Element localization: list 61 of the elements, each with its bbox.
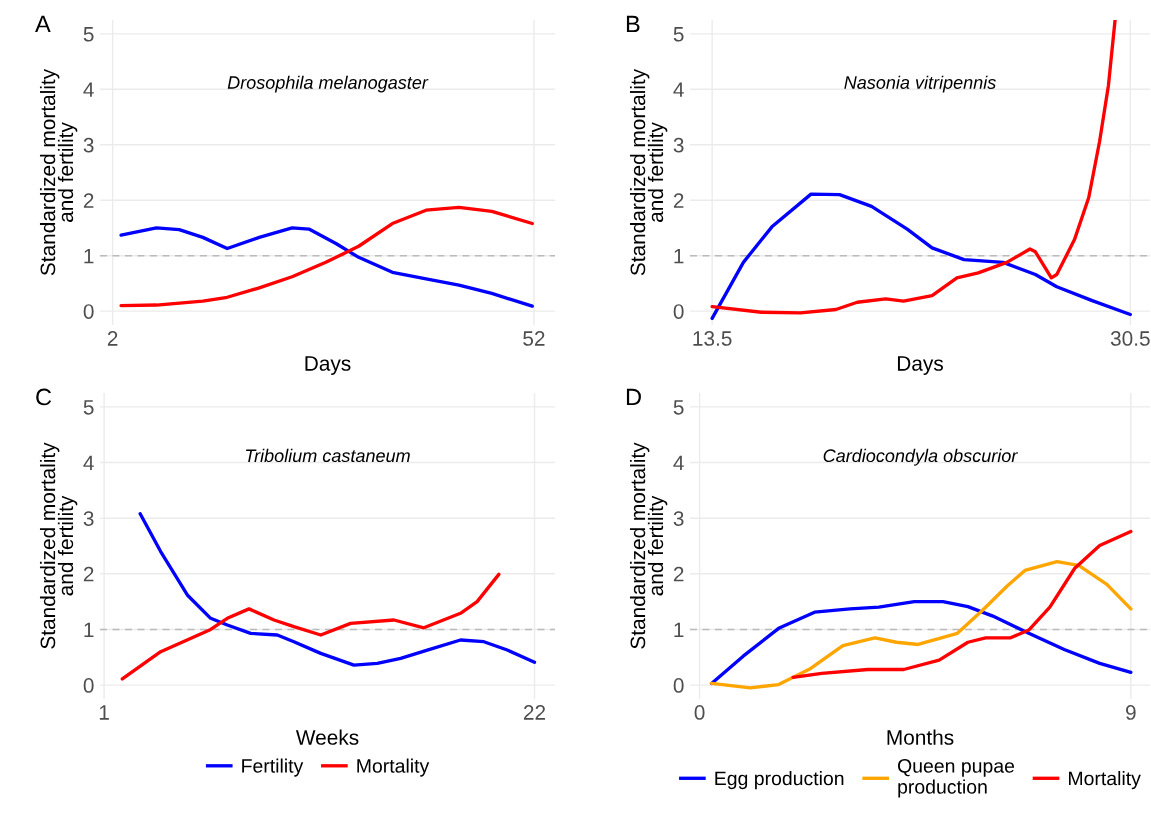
x-axis-title: Days	[305, 356, 351, 375]
y-tick-label: 3	[83, 137, 94, 153]
y-axis-title: Standardized mortality and fertility	[39, 68, 78, 276]
line-series	[710, 20, 1117, 315]
line-series	[791, 529, 1133, 679]
y-tick-label: 0	[83, 304, 94, 319]
legend-label: Mortality	[357, 758, 430, 777]
text: Tribolium castaneum	[246, 448, 410, 463]
legend-label: Egg production	[715, 771, 844, 790]
x-axis-title: Days	[897, 356, 943, 375]
y-tick-label: 1	[84, 248, 94, 264]
y-tick-label: 5	[673, 27, 684, 42]
line-series	[710, 192, 1132, 321]
legend-label: Mortality	[1069, 771, 1141, 790]
text: Cardiocondyla obscurior	[823, 448, 1018, 466]
y-tick-label: 2	[673, 566, 684, 582]
line-series	[119, 226, 534, 308]
chart-title: C	[36, 388, 52, 406]
y-axis-title: Standardized mortality and fertility	[629, 442, 668, 649]
y-tick-label: 3	[673, 511, 684, 526]
y-tick-label: 5	[83, 27, 94, 42]
y-tick-label: 2	[83, 566, 94, 582]
x-tick-label: 13.5	[693, 331, 732, 346]
line-series	[709, 559, 1133, 690]
y-tick-label: 0	[83, 678, 94, 693]
y-tick-label: 1	[674, 622, 684, 637]
legend-label: Fertility	[242, 758, 304, 777]
chart-title: D	[626, 388, 641, 406]
y-tick-label: 2	[83, 193, 94, 208]
legend-label: Queen pupae production	[897, 759, 1015, 798]
y-tick-label: 3	[673, 137, 684, 153]
x-tick-label: 9	[1126, 705, 1136, 720]
y-tick-label: 4	[83, 82, 94, 97]
x-axis-title: Months	[887, 729, 954, 745]
y-axis-title: Standardized mortality and fertility	[629, 68, 668, 276]
line-series	[120, 572, 501, 681]
y-axis-title: Standardized mortality and fertility	[39, 442, 78, 649]
line-series	[119, 205, 534, 308]
y-tick-label: 0	[673, 304, 684, 319]
x-axis-title: Weeks	[295, 729, 359, 745]
y-tick-label: 4	[83, 455, 94, 471]
chart-title: A	[35, 15, 51, 33]
y-tick-label: 1	[674, 248, 684, 264]
x-tick-label: 1	[99, 705, 109, 720]
y-tick-label: 4	[673, 455, 684, 471]
text: Nasonia vitripennis	[844, 75, 996, 93]
y-tick-label: 5	[83, 400, 94, 415]
line-series	[138, 512, 537, 667]
x-tick-label: 2	[107, 331, 118, 346]
x-tick-label: 22	[523, 705, 546, 720]
x-tick-label: 0	[694, 705, 705, 720]
chart-title: B	[626, 15, 640, 33]
y-tick-label: 3	[83, 511, 94, 526]
y-tick-label: 2	[673, 193, 684, 208]
y-tick-label: 0	[673, 678, 684, 693]
y-tick-label: 5	[673, 400, 684, 415]
x-tick-label: 30.5	[1110, 331, 1150, 346]
text: Drosophila melanogaster	[227, 75, 429, 93]
y-tick-label: 4	[673, 82, 684, 97]
y-tick-label: 1	[84, 622, 94, 637]
x-tick-label: 52	[523, 331, 545, 346]
